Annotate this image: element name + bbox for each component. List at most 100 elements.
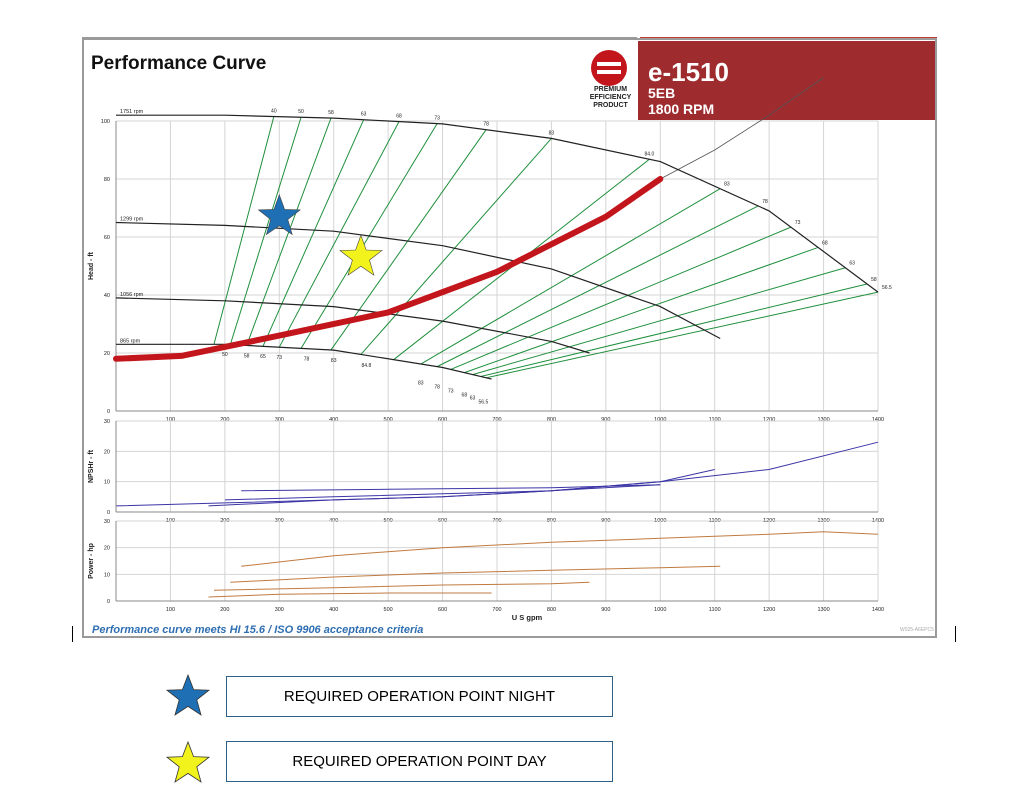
power-y-tick-label: 0 bbox=[107, 599, 110, 605]
efficiency-label: 68 bbox=[822, 240, 828, 246]
efficiency-label: 78 bbox=[434, 384, 440, 390]
power-x-tick-label: 1000 bbox=[654, 607, 666, 613]
efficiency-label: 58 bbox=[871, 277, 877, 283]
head-y-tick-label: 80 bbox=[104, 177, 110, 183]
efficiency-label: 73 bbox=[448, 388, 454, 394]
npsh-y-tick-label: 20 bbox=[104, 449, 110, 455]
logo-line: PREMIUM bbox=[593, 86, 628, 93]
chart-title: Performance Curve bbox=[91, 53, 267, 74]
speed-curve-label: 1751 rpm bbox=[120, 109, 144, 115]
model-name: e-1510 bbox=[648, 57, 729, 87]
efficiency-line bbox=[480, 283, 868, 378]
logo-caption: PREMIUM EFFICIENCY PRODUCT bbox=[583, 86, 638, 110]
page-tick bbox=[955, 626, 956, 642]
power-y-tick-label: 10 bbox=[104, 572, 110, 578]
efficiency-label: 78 bbox=[304, 356, 310, 362]
head-extension-curve bbox=[660, 77, 824, 180]
footer-note: Performance curve meets HI 15.6 / ISO 99… bbox=[92, 624, 424, 636]
efficiency-line bbox=[472, 267, 846, 376]
power-series-line bbox=[230, 565, 721, 583]
efficiency-label: 83 bbox=[331, 358, 337, 364]
head-y-tick-label: 40 bbox=[104, 293, 110, 299]
power-x-tick-label: 300 bbox=[275, 607, 284, 613]
brand-logo-icon bbox=[591, 50, 627, 86]
efficiency-line bbox=[360, 138, 552, 355]
efficiency-label: 84.0 bbox=[645, 151, 655, 157]
head-x-tick-label: 500 bbox=[384, 417, 393, 423]
power-x-tick-label: 1400 bbox=[872, 607, 884, 613]
speed-curve bbox=[116, 343, 492, 380]
efficiency-label: 63 bbox=[361, 112, 367, 118]
head-x-tick-label: 1300 bbox=[817, 417, 829, 423]
npsh-series-line bbox=[224, 484, 661, 501]
head-x-tick-label: 400 bbox=[329, 417, 338, 423]
head-x-tick-label: 100 bbox=[166, 417, 175, 423]
model-size: 5EB bbox=[648, 85, 676, 101]
head-x-tick-label: 1000 bbox=[654, 417, 666, 423]
efficiency-label: 50 bbox=[298, 109, 304, 115]
head-x-tick-label: 600 bbox=[438, 417, 447, 423]
operation-point-star bbox=[339, 234, 383, 276]
npsh-y-tick-label: 10 bbox=[104, 480, 110, 486]
power-x-tick-label: 1300 bbox=[817, 607, 829, 613]
legend-label: REQUIRED OPERATION POINT NIGHT bbox=[283, 688, 556, 705]
npsh-series-line bbox=[208, 469, 715, 507]
head-x-tick-label: 800 bbox=[547, 417, 556, 423]
power-x-tick-label: 800 bbox=[547, 607, 556, 613]
efficiency-label: 56.5 bbox=[479, 399, 489, 405]
efficiency-line bbox=[436, 205, 759, 368]
efficiency-line bbox=[278, 121, 400, 348]
legend-item-day: REQUIRED OPERATION POINT DAY bbox=[226, 741, 613, 782]
head-y-axis-label: Head - ft bbox=[88, 251, 95, 280]
head-x-tick-label: 700 bbox=[492, 417, 501, 423]
head-y-tick-label: 60 bbox=[104, 235, 110, 241]
npsh-series-line bbox=[241, 484, 661, 492]
efficiency-label: 58 bbox=[244, 353, 250, 359]
efficiency-label: 63 bbox=[470, 396, 476, 402]
head-x-tick-label: 300 bbox=[275, 417, 284, 423]
legend-item-night: REQUIRED OPERATION POINT NIGHT bbox=[226, 676, 613, 717]
power-x-tick-label: 200 bbox=[220, 607, 229, 613]
performance-chart: 100 200 300 400 500 600 700 800 900 1000 1100 1200 1… bbox=[88, 77, 892, 622]
efficiency-label: 56.5 bbox=[882, 285, 892, 291]
head-x-tick-label: 200 bbox=[220, 417, 229, 423]
page-tick bbox=[72, 626, 73, 642]
efficiency-line bbox=[420, 188, 721, 365]
efficiency-line bbox=[450, 226, 792, 370]
head-y-tick-label: 0 bbox=[107, 409, 110, 415]
npsh-y-tick-label: 30 bbox=[104, 419, 110, 425]
efficiency-label: 73 bbox=[434, 116, 440, 122]
efficiency-label: 83 bbox=[724, 182, 730, 188]
efficiency-label: 63 bbox=[849, 261, 855, 267]
power-series-line bbox=[213, 581, 590, 591]
legend-label: REQUIRED OPERATION POINT DAY bbox=[292, 753, 547, 770]
efficiency-line bbox=[213, 116, 275, 345]
efficiency-line bbox=[262, 119, 365, 347]
efficiency-label: 58 bbox=[328, 110, 334, 116]
efficiency-label: 78 bbox=[762, 199, 768, 205]
efficiency-line bbox=[229, 117, 302, 345]
power-x-tick-label: 500 bbox=[384, 607, 393, 613]
efficiency-label: 83 bbox=[418, 381, 424, 387]
efficiency-label: 84.8 bbox=[362, 363, 372, 369]
speed-curve bbox=[116, 114, 879, 293]
model-details: 5EB 1800 RPM bbox=[648, 85, 714, 117]
head-x-tick-label: 1100 bbox=[709, 417, 721, 423]
star-icon bbox=[165, 673, 211, 716]
head-x-tick-label: 1400 bbox=[872, 417, 884, 423]
efficiency-label: 73 bbox=[277, 355, 283, 361]
npsh-y-axis-label: NPSHr - ft bbox=[88, 449, 95, 483]
power-y-tick-label: 30 bbox=[104, 519, 110, 525]
power-x-tick-label: 700 bbox=[492, 607, 501, 613]
head-y-tick-label: 20 bbox=[104, 351, 110, 357]
speed-curve-label: 865 rpm bbox=[120, 338, 141, 344]
model-speed: 1800 RPM bbox=[648, 101, 715, 117]
power-y-tick-label: 20 bbox=[104, 546, 110, 552]
efficiency-line bbox=[486, 291, 879, 379]
power-y-axis-label: Power - hp bbox=[88, 543, 95, 579]
logo-line: EFFICIENCY bbox=[589, 94, 632, 101]
power-series-line bbox=[208, 592, 492, 598]
operation-point-star bbox=[257, 193, 302, 236]
speed-curve bbox=[115, 221, 721, 340]
power-x-axis-label: U S gpm bbox=[512, 613, 543, 622]
